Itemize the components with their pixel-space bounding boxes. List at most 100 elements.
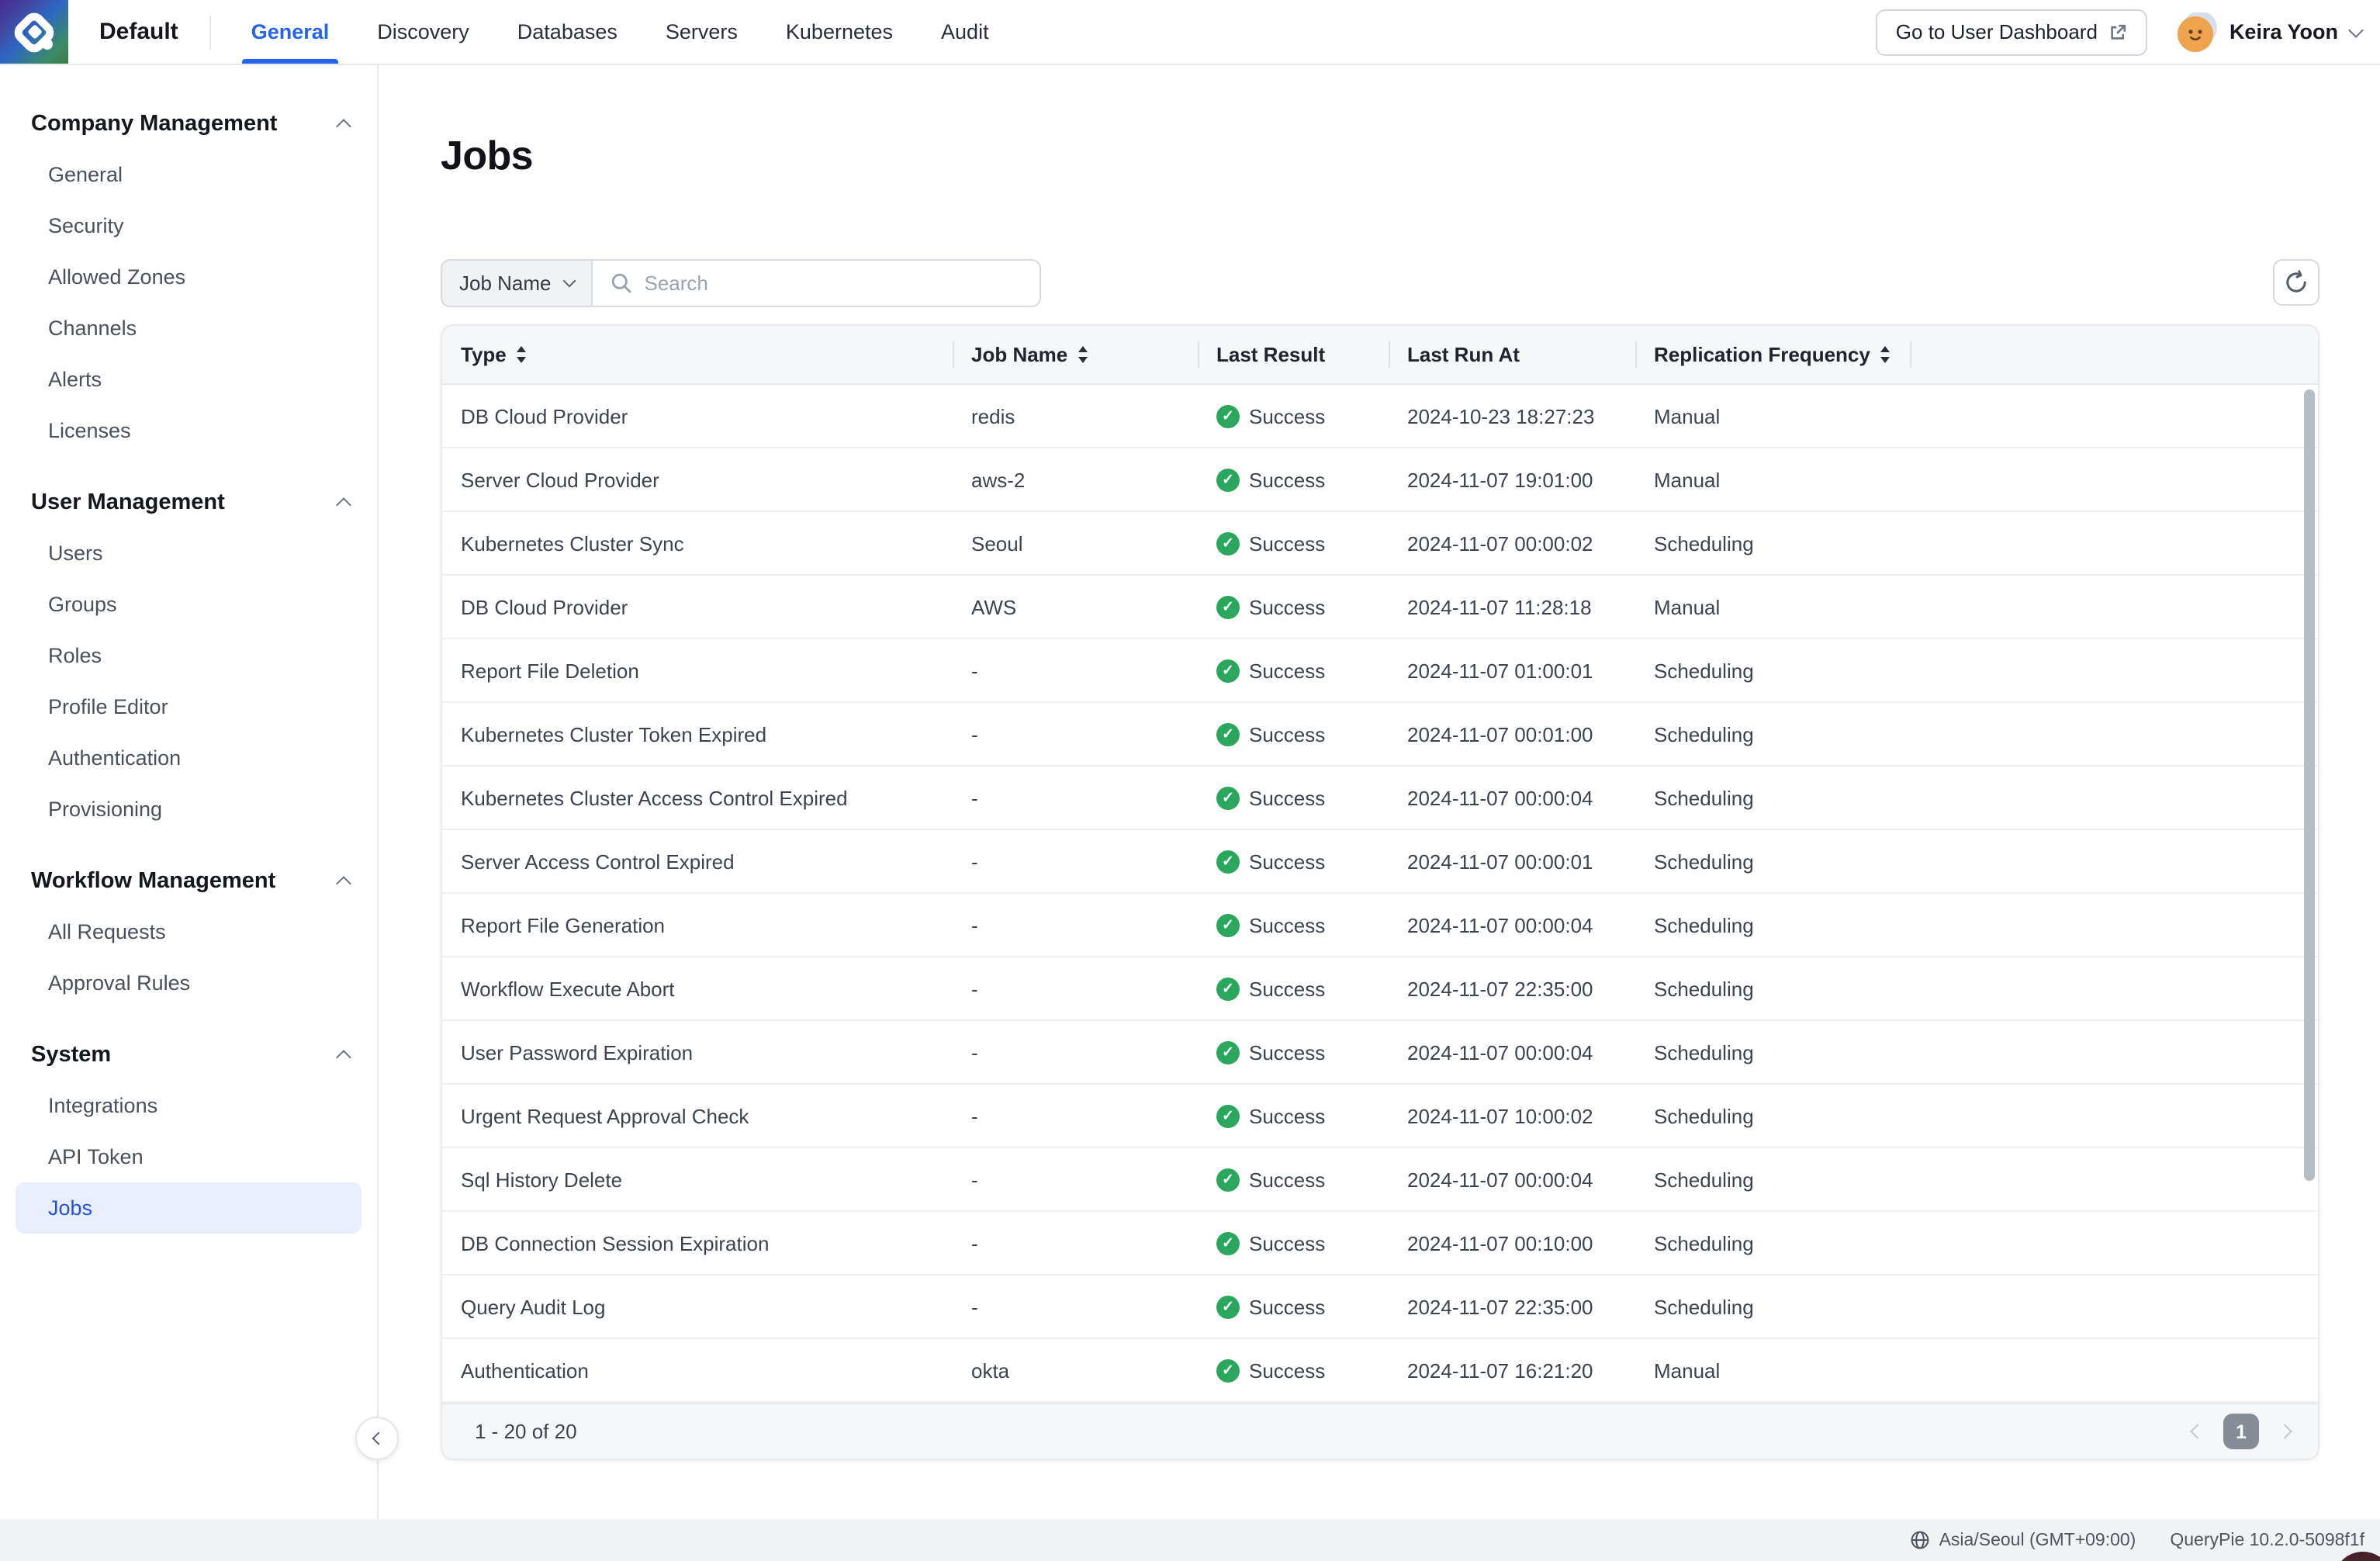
success-check-icon: ✓	[1216, 531, 1240, 555]
table-row[interactable]: DB Cloud Provider redis ✓ Success 2024-1…	[442, 385, 2318, 448]
sidebar-section: User Management Users Groups Roles Profile …	[16, 478, 361, 835]
sort-icon	[1880, 346, 1891, 363]
success-check-icon: ✓	[1216, 1104, 1240, 1127]
sidebar-item[interactable]: All Requests	[48, 920, 166, 943]
cell-last-result: ✓ Success	[1198, 404, 1389, 427]
sidebar-item[interactable]: General	[48, 163, 123, 186]
status-badge: Success	[1249, 404, 1326, 427]
cell-replication-frequency: Scheduling	[1654, 977, 1754, 1000]
cell-replication-frequency: Scheduling	[1654, 850, 1754, 873]
sidebar-item[interactable]: Channels	[48, 317, 137, 340]
cell-last-result: ✓ Success	[1198, 977, 1389, 1000]
table-row[interactable]: Authentication okta ✓ Success 2024-11-07…	[442, 1339, 2318, 1403]
cell-job-name: -	[971, 850, 978, 873]
table-row[interactable]: User Password Expiration - ✓ Success 202…	[442, 1021, 2318, 1085]
success-check-icon: ✓	[1216, 913, 1240, 936]
sidebar-collapse-button[interactable]	[355, 1417, 399, 1460]
table-row[interactable]: Report File Generation - ✓ Success 2024-…	[442, 894, 2318, 957]
cell-last-result: ✓ Success	[1198, 1359, 1389, 1382]
nav-tab[interactable]: Databases	[517, 20, 617, 43]
success-check-icon: ✓	[1216, 977, 1240, 1000]
sidebar-item[interactable]: Authentication	[48, 746, 182, 770]
status-bar: Asia/Seoul (GMT+09:00) QueryPie 10.2.0-5…	[0, 1519, 2380, 1561]
sidebar-item[interactable]: Jobs	[16, 1182, 361, 1234]
sidebar-section-header[interactable]: User Management	[16, 478, 361, 528]
cell-type: Report File Deletion	[461, 659, 639, 682]
table-row[interactable]: Workflow Execute Abort - ✓ Success 2024-…	[442, 957, 2318, 1021]
refresh-button[interactable]	[2273, 259, 2319, 306]
go-to-user-dashboard-button[interactable]: Go to User Dashboard	[1875, 9, 2147, 55]
sidebar-section-header[interactable]: Workflow Management	[16, 857, 361, 906]
table-row[interactable]: DB Connection Session Expiration - ✓ Suc…	[442, 1212, 2318, 1275]
cell-job-name: AWS	[971, 595, 1017, 618]
sidebar-item[interactable]: Security	[48, 214, 124, 237]
search-field-dropdown[interactable]: Job Name	[441, 258, 592, 306]
current-page-button[interactable]: 1	[2223, 1414, 2259, 1449]
sidebar-item[interactable]: Allowed Zones	[48, 265, 186, 289]
sidebar-section: Workflow Management All Requests Approval…	[16, 857, 361, 1009]
table-row[interactable]: Server Access Control Expired - ✓ Succes…	[442, 830, 2318, 894]
nav-tab[interactable]: Kubernetes	[785, 20, 894, 43]
column-header[interactable]: Type	[442, 326, 953, 383]
cell-last-run-at: 2024-11-07 22:35:00	[1407, 1295, 1593, 1318]
column-header[interactable]: Replication Frequency	[1635, 326, 1910, 383]
nav-tab[interactable]: General	[241, 0, 339, 64]
status-badge: Success	[1249, 786, 1326, 809]
cell-type: Server Access Control Expired	[461, 850, 735, 873]
cell-type: DB Cloud Provider	[461, 404, 628, 427]
column-header[interactable]: Last Result	[1198, 326, 1389, 383]
sidebar-item[interactable]: Groups	[48, 593, 117, 616]
cell-type: Kubernetes Cluster Token Expired	[461, 722, 767, 746]
cell-last-result: ✓ Success	[1198, 595, 1389, 618]
success-check-icon: ✓	[1216, 595, 1240, 618]
sidebar-item[interactable]: API Token	[48, 1145, 144, 1168]
pagination-range: 1 - 20 of 20	[475, 1420, 577, 1443]
sidebar-section-header[interactable]: System	[16, 1030, 361, 1080]
cell-job-name: -	[971, 1295, 978, 1318]
cell-last-result: ✓ Success	[1198, 913, 1389, 936]
cell-last-result: ✓ Success	[1198, 659, 1389, 682]
sidebar-item[interactable]: Users	[48, 542, 103, 565]
nav-tab[interactable]: Discovery	[377, 20, 469, 43]
table-row[interactable]: Urgent Request Approval Check - ✓ Succes…	[442, 1085, 2318, 1148]
chevron-up-icon	[336, 1050, 351, 1065]
sidebar-item[interactable]: Licenses	[48, 419, 131, 442]
chevron-down-icon	[2348, 22, 2364, 37]
cell-last-result: ✓ Success	[1198, 531, 1389, 555]
table-row[interactable]: Server Cloud Provider aws-2 ✓ Success 20…	[442, 448, 2318, 512]
sidebar-item[interactable]: Roles	[48, 644, 102, 667]
sidebar-item[interactable]: Profile Editor	[48, 695, 168, 718]
table-row[interactable]: Report File Deletion - ✓ Success 2024-11…	[442, 639, 2318, 703]
table-row[interactable]: Kubernetes Cluster Token Expired - ✓ Suc…	[442, 703, 2318, 767]
cell-job-name: okta	[971, 1359, 1010, 1382]
next-page-button[interactable]	[2277, 1424, 2292, 1439]
chevron-up-icon	[336, 497, 351, 513]
cell-replication-frequency: Scheduling	[1654, 722, 1754, 746]
cell-last-result: ✓ Success	[1198, 1231, 1389, 1255]
nav-tab[interactable]: Audit	[941, 20, 989, 43]
sidebar-section-header[interactable]: Company Management	[16, 99, 361, 149]
sidebar-item[interactable]: Provisioning	[48, 798, 163, 821]
sidebar-item[interactable]: Approval Rules	[48, 971, 191, 995]
table-row[interactable]: Kubernetes Cluster Access Control Expire…	[442, 767, 2318, 830]
sidebar-item[interactable]: Alerts	[48, 368, 102, 391]
cell-last-run-at: 2024-11-07 01:00:01	[1407, 659, 1593, 682]
top-navbar: Default General Discovery Databases Servers…	[0, 0, 2380, 65]
table-row[interactable]: Sql History Delete - ✓ Success 2024-11-0…	[442, 1148, 2318, 1212]
column-header[interactable]: Last Run At	[1389, 326, 1635, 383]
cell-last-run-at: 2024-11-07 11:28:18	[1407, 595, 1592, 618]
table-row[interactable]: Kubernetes Cluster Sync Seoul ✓ Success …	[442, 512, 2318, 576]
cell-last-result: ✓ Success	[1198, 850, 1389, 873]
prev-page-button[interactable]	[2190, 1424, 2205, 1439]
success-check-icon: ✓	[1216, 1040, 1240, 1064]
querypie-logo[interactable]	[0, 0, 68, 64]
user-menu[interactable]: Keira Yoon	[2177, 12, 2364, 52]
column-header[interactable]: Job Name	[953, 326, 1198, 383]
table-row[interactable]: DB Cloud Provider AWS ✓ Success 2024-11-…	[442, 576, 2318, 639]
search-input[interactable]	[593, 260, 1040, 305]
sidebar-item[interactable]: Integrations	[48, 1094, 158, 1117]
nav-tab[interactable]: Servers	[665, 20, 738, 43]
search-box	[591, 258, 1042, 306]
table-row[interactable]: Query Audit Log - ✓ Success 2024-11-07 2…	[442, 1275, 2318, 1339]
table-scrollbar[interactable]	[2304, 389, 2315, 1181]
